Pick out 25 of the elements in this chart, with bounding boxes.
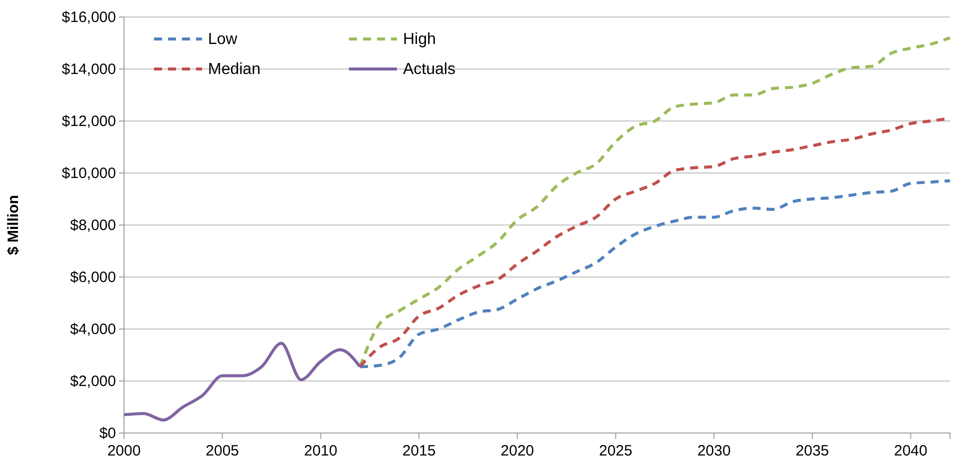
y-tick-label: $16,000 [62,8,116,26]
legend-label: Actuals [403,61,456,78]
y-tick-label: $8,000 [70,216,116,234]
y-tick-label: $2,000 [70,372,116,390]
x-tick-label: 2025 [598,442,632,460]
legend-label: Low [208,31,238,48]
y-tick-label: $0 [99,424,116,442]
y-tick-label: $4,000 [70,320,116,338]
x-tick-label: 2010 [304,442,338,460]
y-tick-label: $12,000 [62,112,116,130]
y-axis-title: $ Million [5,195,22,255]
y-tick-label: $10,000 [62,164,116,182]
y-tick-label: $6,000 [70,268,116,286]
y-tick-label: $14,000 [62,60,116,78]
x-tick-label: 2020 [500,442,534,460]
x-tick-label: 2000 [107,442,141,460]
line-series [122,342,362,422]
legend-label: Median [208,61,260,78]
line-series [358,179,952,368]
legend-label: High [403,31,436,48]
x-tick-label: 2015 [402,442,436,460]
x-tick-label: 2035 [796,442,830,460]
x-tick-label: 2005 [206,442,240,460]
x-tick-label: 2030 [697,442,731,460]
x-tick-label: 2040 [894,442,928,460]
